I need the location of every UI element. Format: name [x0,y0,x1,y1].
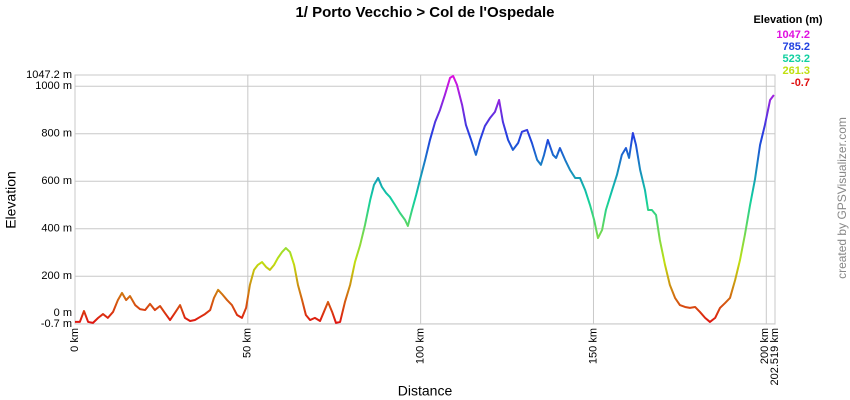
y-tick-label: 800 m [41,128,72,140]
legend-title: Elevation (m) [753,14,822,26]
y-axis-title: Elevation [3,171,19,229]
elevation-line [75,75,775,324]
legend-value: 523.2 [782,53,810,65]
x-tick-label: 0 km [69,328,81,352]
legend-value: 261.3 [782,65,810,77]
legend-value: 1047.2 [776,29,810,41]
legend-value: 785.2 [782,41,810,53]
y-tick-label: 0 m [54,307,72,319]
y-tick-label: 400 m [41,223,72,235]
x-axis-title: Distance [398,383,453,399]
y-tick-label: -0.7 m [41,318,72,330]
credit: created by GPSVisualizer.com [835,117,849,279]
x-tick-label: 200 km [759,328,771,364]
x-tick-label: 150 km [587,328,599,364]
chart-title: 1/ Porto Vecchio > Col de l'Ospedale [295,4,554,21]
y-tick-label: 1047.2 m [26,69,72,81]
legend-value: -0.7 [791,77,810,89]
y-tick-label: 600 m [41,175,72,187]
y-tick-label: 200 m [41,270,72,282]
x-tick-label: 50 km [242,328,254,358]
x-tick-label: 202.519 km [769,328,781,385]
x-tick-label: 100 km [415,328,427,364]
y-tick-label: 1000 m [35,80,72,92]
